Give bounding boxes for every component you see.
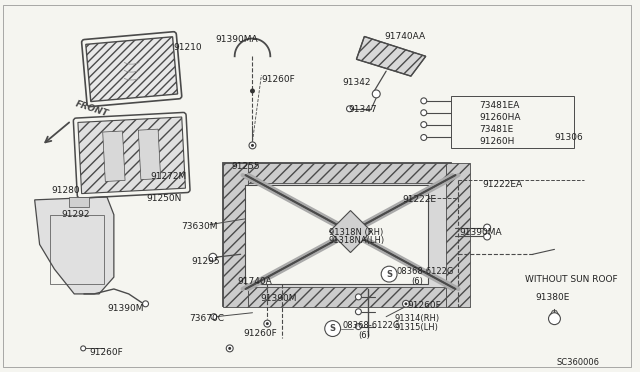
- Text: 91347: 91347: [349, 105, 377, 114]
- Text: 73630M: 73630M: [181, 222, 218, 231]
- Text: 91260H: 91260H: [479, 138, 515, 147]
- Text: 73670C: 73670C: [189, 314, 224, 323]
- Bar: [223, 163, 248, 307]
- Circle shape: [251, 144, 254, 147]
- Circle shape: [209, 253, 217, 261]
- Text: 91260F: 91260F: [261, 75, 295, 84]
- Text: 91390MA: 91390MA: [216, 35, 259, 44]
- Bar: [223, 163, 451, 306]
- Text: 91380E: 91380E: [536, 293, 570, 302]
- Circle shape: [228, 347, 231, 350]
- Circle shape: [250, 89, 255, 93]
- Text: 91740AA: 91740AA: [384, 32, 426, 41]
- Text: 91260F: 91260F: [244, 328, 277, 337]
- Text: 91260F: 91260F: [407, 301, 441, 310]
- Circle shape: [420, 98, 427, 104]
- Text: WITHOUT SUN ROOF: WITHOUT SUN ROOF: [525, 275, 618, 284]
- Circle shape: [81, 346, 86, 351]
- Circle shape: [420, 122, 427, 128]
- Polygon shape: [35, 197, 114, 294]
- Text: 73481E: 73481E: [479, 125, 513, 134]
- Text: 91210: 91210: [173, 44, 202, 52]
- Circle shape: [548, 313, 561, 325]
- Text: 91318NA(LH): 91318NA(LH): [329, 237, 385, 246]
- Bar: [248, 287, 445, 307]
- Bar: [245, 185, 428, 284]
- Text: 91306: 91306: [554, 132, 583, 141]
- Text: 91740A: 91740A: [237, 277, 273, 286]
- Text: 91390MA: 91390MA: [460, 228, 502, 237]
- Text: 91314(RH): 91314(RH): [394, 314, 439, 323]
- Text: SC360006: SC360006: [556, 358, 600, 367]
- Circle shape: [404, 302, 408, 305]
- Bar: [102, 131, 125, 182]
- Bar: [330, 211, 371, 253]
- Circle shape: [264, 320, 271, 327]
- Circle shape: [324, 321, 340, 337]
- Circle shape: [420, 110, 427, 116]
- Circle shape: [355, 324, 362, 330]
- Circle shape: [484, 233, 491, 240]
- Polygon shape: [356, 36, 426, 76]
- Bar: [248, 163, 445, 183]
- Bar: [69, 197, 89, 207]
- Text: 91260HA: 91260HA: [479, 113, 521, 122]
- Bar: [138, 129, 161, 180]
- Text: 91342: 91342: [342, 78, 371, 87]
- Text: 73481EA: 73481EA: [479, 101, 520, 110]
- Text: 91295: 91295: [191, 257, 220, 266]
- Circle shape: [355, 309, 362, 315]
- Text: S: S: [386, 270, 392, 279]
- Text: 91390M: 91390M: [260, 294, 297, 303]
- Circle shape: [211, 314, 217, 320]
- Text: 91250N: 91250N: [147, 194, 182, 203]
- Text: 91272M: 91272M: [150, 172, 187, 181]
- Text: S: S: [330, 324, 335, 333]
- Circle shape: [355, 294, 362, 300]
- Text: 91292: 91292: [61, 210, 90, 219]
- Circle shape: [249, 142, 256, 149]
- Text: 91222E: 91222E: [402, 195, 436, 204]
- Text: 91280: 91280: [51, 186, 80, 195]
- Circle shape: [143, 301, 148, 307]
- Text: (6): (6): [358, 331, 371, 340]
- Circle shape: [346, 106, 353, 112]
- Bar: [49, 215, 104, 284]
- Circle shape: [420, 135, 427, 141]
- Circle shape: [403, 300, 410, 307]
- Text: 08368-6122G: 08368-6122G: [396, 267, 453, 276]
- Text: 08368-6122G: 08368-6122G: [342, 321, 400, 330]
- Text: 91315(LH): 91315(LH): [394, 323, 438, 331]
- Text: FRONT: FRONT: [74, 100, 109, 119]
- Text: 91255: 91255: [232, 162, 260, 171]
- Bar: [445, 163, 470, 307]
- Circle shape: [227, 345, 233, 352]
- Circle shape: [381, 266, 397, 282]
- Circle shape: [484, 224, 491, 231]
- Text: 91222EA: 91222EA: [482, 180, 522, 189]
- Text: (6): (6): [411, 277, 423, 286]
- Bar: [86, 37, 177, 102]
- Bar: [78, 117, 186, 193]
- Bar: [451, 96, 574, 148]
- Circle shape: [372, 90, 380, 98]
- Text: 91260F: 91260F: [89, 349, 123, 357]
- Text: 91390M: 91390M: [107, 304, 143, 313]
- Circle shape: [266, 322, 269, 325]
- Text: 91318N (RH): 91318N (RH): [329, 228, 383, 237]
